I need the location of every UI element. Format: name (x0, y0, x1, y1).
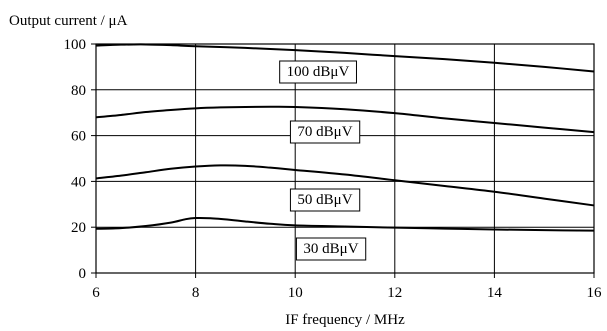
series-label-box (279, 60, 357, 84)
y-tick-label: 0 (79, 266, 87, 282)
x-tick-label: 6 (92, 285, 100, 301)
y-tick-label: 80 (71, 83, 86, 99)
series-label-30dbuv-group: 30 dBμV (295, 237, 367, 261)
y-axis-title: Output current / μA (9, 13, 128, 29)
series-lines (95, 43, 595, 232)
y-tick-label: 20 (71, 220, 86, 236)
y-tick-label: 100 (64, 37, 87, 53)
y-tick-label: 40 (71, 174, 86, 190)
series-label-70dbuv: 70 dBμV (297, 124, 352, 140)
series-label-30dbuv: 30 dBμV (303, 241, 358, 257)
y-tick-label: 60 (71, 129, 86, 145)
x-tick-label: 8 (192, 285, 200, 301)
series-label-70dbuv-group: 70 dBμV (289, 120, 361, 144)
series-label-50dbuv-group: 50 dBμV (289, 188, 361, 212)
tick-labels: 6 8 10 12 14 16 0 20 40 60 80 100 (64, 37, 603, 301)
x-tick-label: 10 (288, 285, 303, 301)
series-label-box (289, 120, 361, 144)
series-label-box (289, 188, 361, 212)
series-line-30dbuv (95, 216, 595, 232)
series-line-70dbuv (95, 105, 595, 134)
series-label-box (295, 237, 367, 261)
series-label-100dbuv-group: 100 dBμV (279, 60, 357, 84)
x-tick-label: 14 (487, 285, 503, 301)
series-label-50dbuv: 50 dBμV (297, 192, 352, 208)
series-line-50dbuv (95, 164, 595, 207)
series-label-100dbuv: 100 dBμV (287, 64, 350, 80)
x-axis-title: IF frequency / MHz (285, 312, 405, 328)
x-tick-label: 16 (587, 285, 603, 301)
x-tick-label: 12 (387, 285, 402, 301)
series-labels: 100 dBμV 70 dBμV 50 dBμV 30 dBμV (279, 60, 367, 261)
plot-area-frame (95, 43, 595, 274)
